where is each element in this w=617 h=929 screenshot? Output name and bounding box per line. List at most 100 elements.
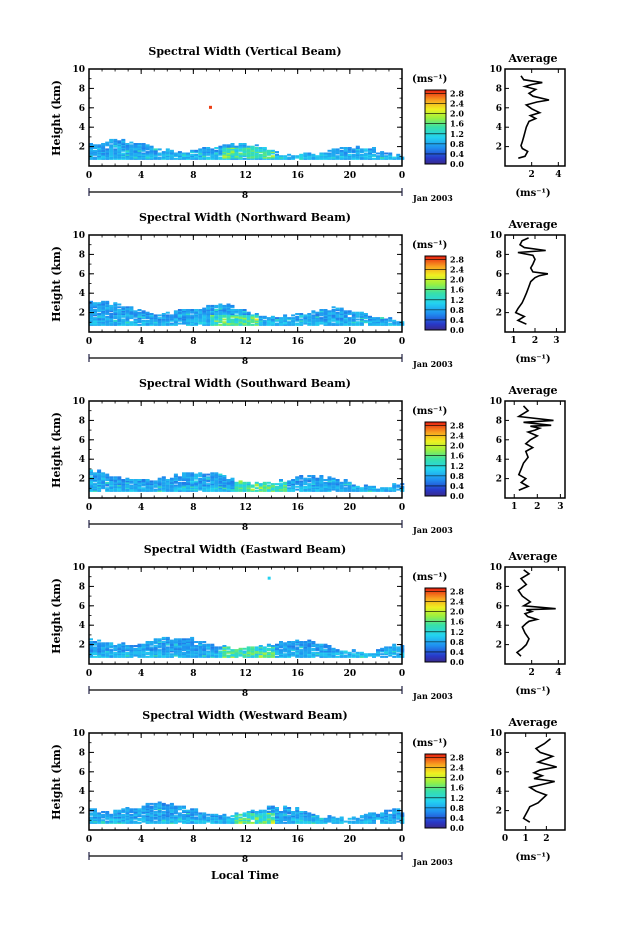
heatmap-cell — [351, 820, 356, 823]
heatmap-cell — [388, 153, 393, 156]
heatmap-cell — [121, 144, 126, 147]
heatmap-cell — [210, 317, 215, 320]
heatmap-cell — [315, 654, 320, 657]
heatmap-cell — [129, 307, 134, 310]
heatmap-cell — [368, 151, 372, 154]
colorbar: 0.00.40.81.21.62.02.42.8 — [424, 255, 464, 335]
heatmap-cell — [206, 816, 211, 819]
heatmap-cell — [234, 650, 239, 653]
heatmap-cell — [372, 153, 376, 156]
heatmap-cell — [169, 812, 174, 815]
heatmap-cell — [339, 147, 344, 149]
heatmap-cell — [97, 306, 102, 309]
profile-line — [522, 738, 557, 823]
profile-y-tick-label: 10 — [489, 65, 502, 75]
heatmap-cell — [101, 153, 106, 156]
heatmap-cell — [186, 155, 190, 158]
heatmap-cell — [234, 321, 239, 324]
heatmap-cell — [89, 485, 93, 488]
heatmap-cell — [270, 319, 275, 322]
heatmap-cell — [177, 319, 182, 322]
heatmap-cell — [105, 315, 110, 318]
heatmap-cell — [113, 481, 118, 484]
heatmap-cell — [242, 813, 247, 816]
heatmap-cell — [303, 153, 308, 156]
heatmap-cell — [177, 157, 182, 160]
heatmap-cell — [97, 645, 102, 647]
heatmap-cell — [173, 489, 178, 492]
heatmap-cell — [97, 302, 102, 305]
colorbar-unit: (ms⁻¹) — [412, 74, 447, 85]
profile-y-tick-label: 2 — [496, 475, 502, 485]
heatmap-cell — [186, 485, 190, 488]
heatmap-cell — [113, 488, 118, 491]
heatmap-cell — [109, 307, 114, 310]
heatmap-cell — [214, 815, 219, 818]
heatmap-cell — [343, 484, 348, 487]
heatmap-cell — [202, 314, 207, 317]
heatmap-cell — [129, 145, 134, 148]
heatmap-cell — [182, 639, 186, 642]
heatmap-cell — [182, 820, 186, 823]
y-tick-label: 2 — [79, 641, 85, 651]
heatmap-cell — [125, 148, 130, 151]
heatmap-cell — [145, 314, 150, 317]
heatmap-cell — [270, 819, 275, 822]
heatmap-cell — [198, 153, 203, 156]
heatmap-cell — [129, 654, 134, 657]
heatmap-cell — [169, 805, 174, 808]
heatmap-cell — [89, 484, 93, 487]
heatmap-cell — [392, 820, 397, 823]
heatmap-cell — [186, 322, 190, 325]
heatmap-cell — [133, 321, 138, 324]
heatmap-cell — [97, 650, 102, 653]
heatmap-cell — [93, 811, 97, 813]
heatmap-cell — [327, 654, 332, 657]
heatmap-cell — [270, 489, 275, 492]
heatmap-cell — [141, 147, 146, 149]
heatmap-cell — [359, 653, 364, 656]
heatmap-cell — [141, 144, 146, 147]
heatmap-cell — [97, 321, 102, 324]
heatmap-cell — [283, 821, 288, 824]
heatmap-cell — [250, 153, 255, 156]
heatmap-cell — [93, 319, 97, 322]
heatmap-cell — [258, 813, 263, 816]
heatmap-cell — [226, 319, 231, 322]
profile-y-tick-label: 10 — [489, 729, 502, 739]
heatmap-cell — [327, 484, 332, 487]
heatmap-cell — [210, 472, 215, 475]
heatmap-cell — [291, 645, 296, 647]
heatmap-cell — [161, 807, 166, 809]
heatmap-cell — [97, 815, 102, 818]
heatmap-cell — [266, 317, 271, 320]
heatmap-cell — [303, 489, 308, 492]
heatmap-cell — [242, 318, 247, 321]
heatmap-cell — [145, 647, 150, 650]
heatmap-cell — [109, 813, 114, 816]
heatmap-cell — [339, 819, 344, 822]
heatmap-cell — [157, 821, 162, 824]
heatmap-cell — [359, 155, 364, 158]
heatmap-cell — [186, 655, 190, 658]
heatmap-cell — [153, 151, 158, 154]
heatmap-cell — [218, 309, 223, 311]
heatmap-cell — [234, 322, 239, 325]
heatmap-cell — [190, 323, 195, 326]
heatmap-cell — [363, 489, 368, 492]
heatmap-cell — [295, 477, 300, 480]
heatmap-cell — [339, 485, 344, 488]
heatmap-cell — [384, 820, 389, 823]
heatmap-cell — [101, 811, 106, 813]
heatmap-cell — [97, 307, 102, 310]
heatmap-cell — [153, 315, 158, 318]
heatmap-cell — [210, 153, 215, 156]
heatmap-cell — [141, 152, 146, 155]
heatmap-cell — [368, 315, 372, 318]
heatmap-cell — [141, 654, 146, 657]
heatmap-cell — [141, 649, 146, 652]
heatmap-cell — [182, 815, 186, 818]
heatmap-cell — [275, 318, 279, 321]
heatmap-cell — [339, 654, 344, 657]
colorbar-tick-label: 2.0 — [450, 109, 464, 119]
